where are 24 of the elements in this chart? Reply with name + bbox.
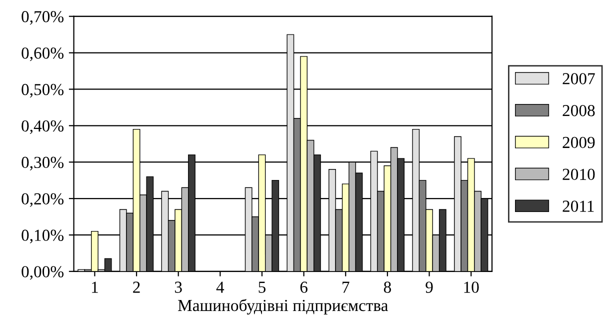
x-tick-label: 8 (384, 282, 391, 293)
y-tick-label: 0,30% (22, 156, 64, 170)
y-tick-label: 0,50% (22, 84, 64, 98)
x-tick-label: 6 (300, 282, 308, 293)
y-tick-label: 0,20% (22, 193, 64, 207)
y-tick-label: 0,70% (22, 11, 64, 25)
y-tick-label: 0,40% (22, 120, 64, 134)
x-tick-label: 9 (426, 282, 433, 293)
legend-label: 2008 (562, 104, 595, 116)
legend-label: 2009 (562, 136, 595, 148)
legend-label: 2011 (562, 200, 594, 212)
y-tick-label: 0,60% (22, 47, 64, 62)
x-tick-label: 3 (174, 282, 182, 293)
legend-label: 2007 (562, 73, 595, 84)
x-tick-label: 2 (133, 282, 140, 293)
y-tick-label: 0,10% (22, 230, 64, 244)
x-tick-label: 4 (216, 282, 224, 293)
legend-label: 2010 (562, 168, 595, 180)
y-tick-label: 0,00% (22, 266, 64, 280)
x-axis-title: Машинобудівні підприємства (178, 299, 388, 315)
x-tick-label: 7 (342, 282, 350, 293)
x-tick-label: 1 (92, 282, 98, 293)
x-tick-label: 5 (258, 282, 266, 293)
x-tick-label: 10 (464, 282, 479, 293)
